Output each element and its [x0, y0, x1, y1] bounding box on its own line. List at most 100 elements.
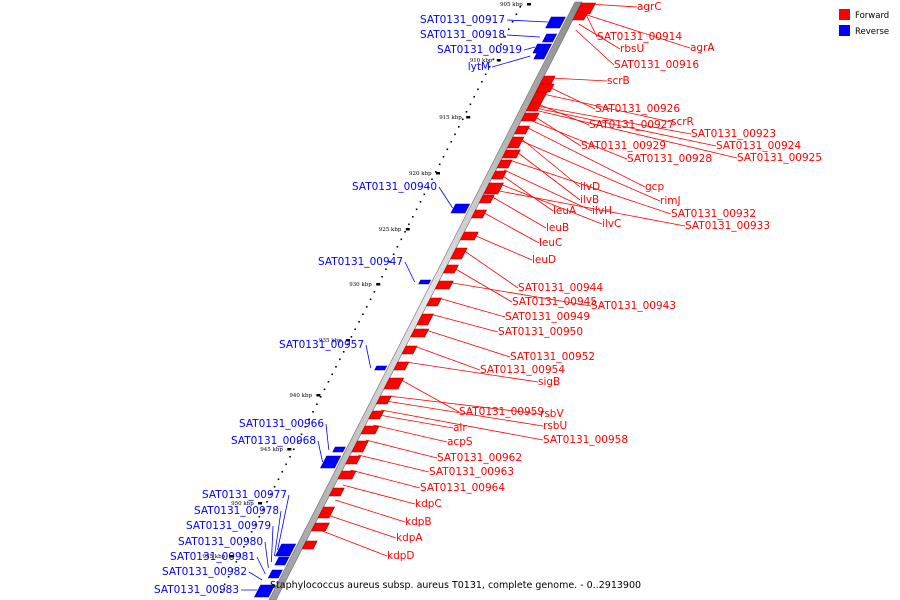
reverse-gene-label: SAT0131_00919 [437, 44, 522, 56]
coordinate-dot [262, 508, 264, 511]
forward-gene [383, 377, 405, 390]
coordinate-dot [454, 133, 456, 136]
forward-gene-label: ilvH [592, 205, 612, 217]
forward-gene-label: SAT0131_00945 [512, 296, 597, 308]
forward-gene-label: gcp [645, 181, 664, 193]
reverse-gene-label: SAT0131_00978 [194, 505, 279, 517]
forward-gene [525, 102, 542, 112]
reverse-leader-line [506, 19, 548, 23]
forward-leader-line [422, 328, 511, 358]
coordinate-dot [419, 201, 422, 203]
forward-gene-label: SAT0131_00927 [589, 119, 674, 131]
forward-leader-line [430, 313, 499, 333]
forward-gene-label: agrA [690, 42, 715, 54]
reverse-gene-label: SAT0131_00918 [420, 29, 505, 41]
forward-leader-line [534, 109, 738, 159]
coordinate-dot [504, 36, 506, 38]
tick-mark [527, 3, 531, 6]
forward-gene-label: SAT0131_00962 [437, 452, 522, 464]
coordinate-dot [304, 426, 307, 428]
reverse-leader-line [264, 541, 269, 569]
tick-label: 955 kbp [203, 554, 226, 560]
tick-mark [496, 59, 501, 62]
coordinate-dot [331, 373, 333, 376]
tick-mark [287, 448, 292, 451]
coordinate-dot [266, 501, 268, 503]
coordinate-dot [389, 261, 391, 263]
forward-gene-label: SAT0131_00959 [459, 406, 544, 418]
coordinate-dot [250, 531, 253, 533]
tick-label: 915 kbp [439, 115, 462, 121]
coordinate-dot [473, 96, 475, 98]
forward-gene-label: SAT0131_00963 [429, 466, 514, 478]
coordinate-dot [415, 208, 418, 211]
forward-leader-line [497, 182, 603, 225]
reverse-gene-label: SAT0131_00977 [202, 489, 287, 501]
coordinate-dot [319, 396, 322, 398]
forward-leader-line [350, 469, 421, 489]
forward-gene [393, 361, 410, 371]
coordinate-dot [404, 231, 406, 233]
forward-leader-line [462, 249, 519, 289]
reverse-leader-line [491, 55, 531, 68]
forward-gene-label: agrC [637, 1, 662, 13]
reverse-gene-label: SAT0131_00957 [279, 339, 364, 351]
coordinate-dot [496, 51, 498, 53]
forward-leader-line [509, 159, 672, 215]
forward-leader-line [493, 189, 686, 227]
tick-label: 940 kbp [289, 393, 312, 399]
forward-leader-line [438, 297, 506, 318]
reverse-gene [320, 455, 342, 469]
reverse-gene [533, 52, 548, 60]
gene-labels: agrC SAT0131_00914 agrA rbsU SAT0131_00916sc… [154, 1, 822, 596]
tick-label: 945 kbp [260, 447, 283, 453]
forward-leader-line [551, 77, 608, 82]
coordinate-dot [277, 478, 280, 481]
coordinate-dot [438, 163, 441, 166]
coordinate-dot [342, 351, 345, 353]
forward-leader-line [575, 29, 615, 66]
coordinate-dot [381, 276, 383, 278]
gene-features [254, 2, 596, 598]
reverse-gene [545, 16, 566, 29]
coordinate-dot [507, 28, 510, 31]
forward-gene [416, 313, 434, 326]
forward-gene-label: leuD [532, 254, 556, 266]
forward-gene-label: ilvC [602, 218, 621, 230]
forward-leader-line [342, 484, 416, 505]
forward-gene [345, 455, 362, 465]
forward-leader-line [405, 361, 539, 383]
coordinate-dot [247, 538, 249, 541]
coordinate-dot [519, 6, 522, 8]
reverse-gene [374, 365, 388, 371]
reverse-leader-line [317, 440, 323, 463]
reverse-gene [332, 446, 346, 453]
forward-leader-line [584, 11, 598, 38]
coordinate-dot [227, 576, 230, 578]
coordinate-dot [369, 298, 372, 301]
coordinate-dot [365, 306, 368, 308]
forward-leader-line [588, 3, 638, 8]
forward-gene [425, 297, 443, 307]
forward-leader-line [471, 233, 533, 261]
coordinate-dots [220, 6, 522, 593]
reverse-gene-label: SAT0131_00947 [318, 256, 403, 268]
reverse-leader-line [325, 423, 330, 451]
coordinate-dot [458, 126, 460, 128]
coordinate-dot [423, 193, 426, 196]
tick-mark [466, 116, 471, 119]
legend-reverse-label: Reverse [855, 27, 889, 37]
forward-gene [520, 112, 540, 122]
coordinate-dot [223, 583, 226, 586]
tick-mark [376, 283, 381, 286]
coordinate-dot [243, 546, 245, 548]
forward-leader-line [490, 195, 547, 229]
forward-gene [434, 280, 454, 290]
forward-leader-line [385, 400, 544, 427]
forward-gene [506, 136, 525, 149]
reverse-gene-label: SAT0131_00982 [162, 566, 247, 578]
coordinate-dot [488, 66, 491, 68]
coordinate-dot [500, 43, 502, 46]
coordinate-dot [220, 591, 222, 593]
